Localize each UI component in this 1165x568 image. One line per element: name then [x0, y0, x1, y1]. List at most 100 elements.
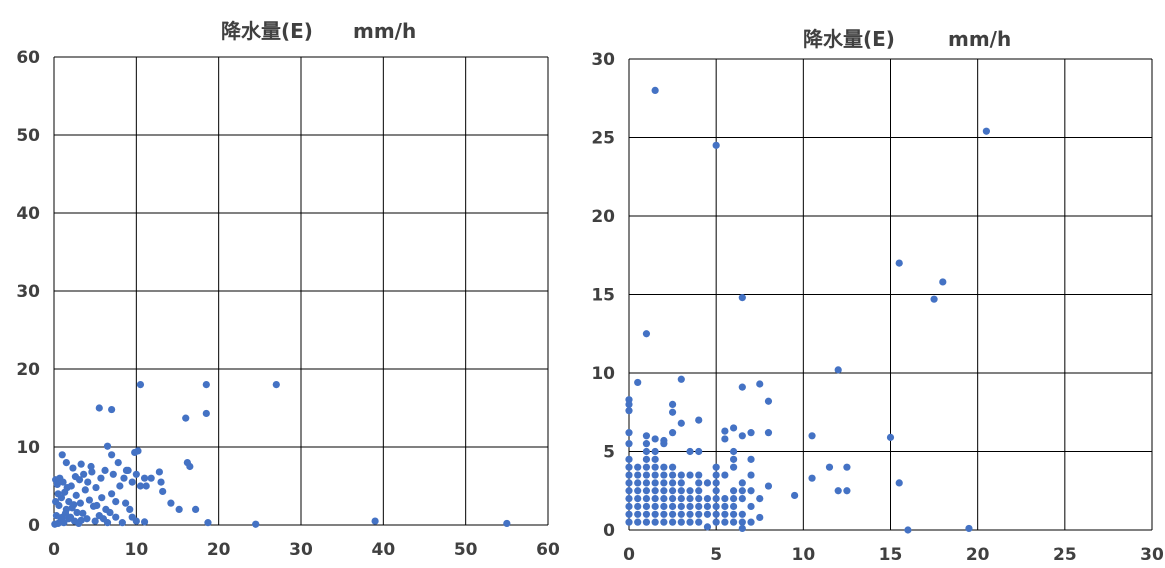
data-point-right-0-11	[625, 407, 633, 415]
data-point-left-0-3	[60, 519, 68, 527]
data-point-left-0-88	[65, 515, 73, 523]
data-point-right-0-120	[730, 463, 738, 471]
data-point-left-0-26	[75, 476, 84, 484]
data-point-right-0-24	[642, 510, 651, 518]
data-point-right-0-45	[651, 447, 659, 456]
data-point-right-0-37	[651, 510, 659, 518]
data-point-right-0-131	[738, 524, 746, 533]
data-point-left-0-24	[67, 482, 75, 490]
data-point-right-0-150	[834, 366, 842, 374]
data-point-right-0-72	[677, 495, 685, 503]
data-point-left-0-38	[112, 498, 120, 506]
data-point-right-0-90	[695, 479, 703, 487]
data-point-left-0-92	[54, 490, 62, 498]
data-point-right-0-44	[651, 455, 659, 463]
data-point-right-0-84	[686, 447, 694, 456]
data-point-right-0-80	[686, 502, 694, 511]
data-point-right-0-49	[660, 510, 668, 518]
x-tick-label-left-5: 50	[454, 540, 478, 560]
chart-title-left: 降水量(E)	[221, 19, 313, 43]
scatter-chart-left: 降水量(E) mm/h 0 10 20 30 40 50 60 0 10 20 30 40 50 60	[16, 19, 560, 560]
data-point-right-0-94	[703, 523, 712, 531]
data-point-right-0-43	[651, 463, 659, 471]
chart-title-unit-left: mm/h	[353, 19, 416, 43]
data-point-left-0-41	[97, 474, 105, 482]
data-point-right-0-40	[651, 487, 659, 495]
data-point-right-0-105	[712, 471, 720, 479]
data-point-right-0-2	[625, 502, 633, 511]
data-point-right-0-88	[695, 495, 703, 503]
data-point-right-0-76	[677, 419, 685, 427]
data-point-left-0-9	[83, 515, 91, 523]
data-point-right-0-156	[904, 526, 912, 534]
data-point-left-0-58	[122, 466, 131, 474]
chart-title-unit-right: mm/h	[948, 27, 1011, 51]
data-point-right-0-154	[895, 259, 903, 267]
data-point-right-0-140	[756, 495, 764, 503]
data-point-right-0-66	[668, 429, 677, 437]
data-point-left-0-51	[62, 459, 70, 467]
x-tick-label-left-4: 40	[371, 540, 395, 560]
data-point-right-0-119	[730, 487, 738, 495]
data-point-left-0-87	[503, 519, 511, 528]
y-tick-label-right-1: 5	[603, 443, 615, 463]
data-point-left-0-60	[134, 447, 142, 455]
data-point-left-0-73	[132, 517, 140, 525]
data-point-left-0-91	[52, 498, 60, 506]
data-point-right-0-23	[642, 518, 651, 526]
data-point-left-0-89	[73, 508, 81, 517]
data-point-right-0-97	[703, 495, 712, 503]
data-point-right-0-134	[747, 502, 755, 511]
data-point-right-0-85	[695, 518, 703, 526]
data-point-right-0-36	[651, 518, 659, 526]
x-tick-label-right-4: 20	[966, 545, 990, 565]
data-point-right-0-62	[668, 487, 677, 495]
data-point-right-0-151	[843, 463, 851, 471]
data-point-right-0-125	[738, 510, 746, 518]
data-point-right-0-93	[695, 416, 703, 424]
data-point-right-0-0	[625, 518, 633, 526]
data-point-right-0-42	[651, 471, 659, 479]
x-tick-label-left-0: 0	[48, 540, 60, 560]
data-point-left-0-62	[147, 474, 155, 482]
data-point-left-0-90	[77, 516, 85, 524]
data-point-right-0-6	[625, 471, 633, 479]
data-point-right-0-26	[642, 495, 651, 503]
data-point-right-0-101	[712, 502, 720, 511]
data-point-left-0-61	[142, 482, 150, 490]
data-point-right-0-74	[677, 479, 685, 487]
data-point-left-0-55	[103, 442, 112, 450]
data-point-right-0-87	[695, 502, 703, 511]
y-tick-label-right-0: 0	[603, 521, 615, 541]
data-point-right-0-28	[642, 479, 651, 487]
data-point-left-0-19	[85, 496, 94, 504]
data-point-right-0-65	[668, 463, 677, 471]
data-point-right-0-124	[738, 518, 746, 526]
data-point-right-0-1	[625, 510, 633, 518]
data-point-right-0-144	[764, 397, 773, 405]
data-point-right-0-17	[634, 495, 642, 503]
data-point-left-0-54	[87, 462, 95, 471]
data-point-right-0-69	[677, 518, 685, 526]
data-point-right-0-152	[843, 487, 851, 495]
data-point-right-0-70	[677, 510, 685, 518]
x-tick-label-left-2: 20	[207, 540, 231, 560]
data-point-right-0-13	[625, 396, 633, 404]
data-point-left-0-17	[76, 499, 84, 507]
y-tick-label-right-6: 30	[591, 50, 615, 70]
data-point-right-0-83	[686, 471, 694, 479]
data-point-right-0-61	[668, 495, 677, 503]
data-point-right-0-30	[642, 463, 651, 471]
data-point-left-0-53	[77, 460, 85, 468]
data-point-right-0-81	[686, 495, 694, 503]
data-point-right-0-132	[738, 432, 746, 440]
data-point-left-0-99	[52, 476, 60, 484]
data-point-right-0-155	[895, 479, 903, 487]
y-tick-label-right-2: 10	[591, 364, 615, 384]
data-point-right-0-104	[712, 479, 720, 487]
data-point-left-0-64	[157, 478, 165, 486]
data-point-left-0-67	[175, 505, 183, 513]
data-point-right-0-111	[721, 495, 729, 503]
y-tick-label-right-5: 25	[591, 129, 615, 149]
data-point-right-0-3	[625, 495, 633, 503]
